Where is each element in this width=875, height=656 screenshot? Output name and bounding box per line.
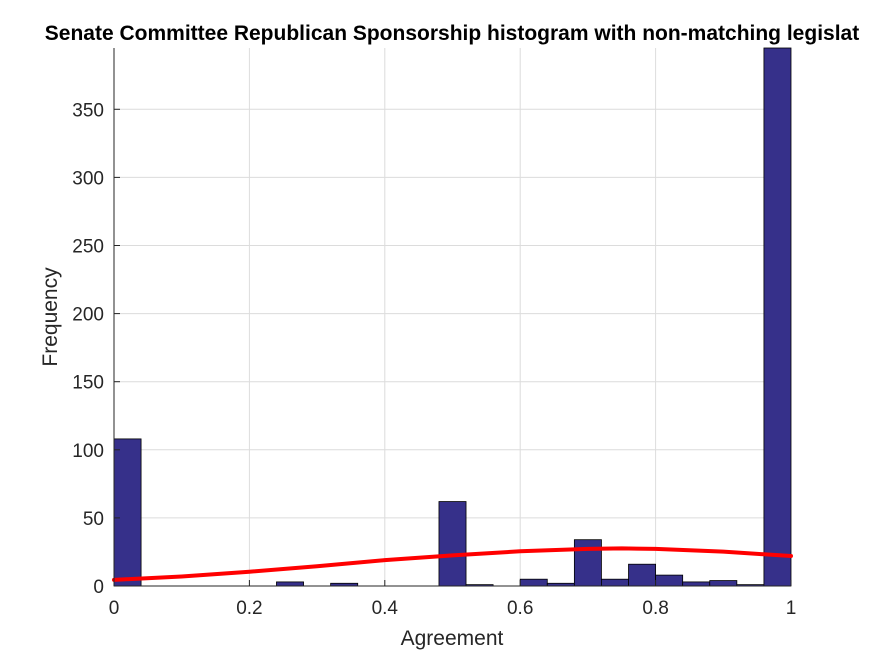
y-tick-label: 0 — [93, 577, 104, 598]
y-tick-label: 250 — [72, 236, 104, 257]
x-tick-label: 1 — [786, 598, 797, 619]
histogram-bar — [682, 581, 711, 587]
x-axis-label: Agreement — [401, 627, 504, 650]
histogram-bar — [573, 539, 602, 587]
x-tick-labels: 0 0.2 0.4 0.6 0.8 1 — [109, 598, 797, 619]
y-tick-labels: 0 50 100 150 200 250 300 350 — [72, 100, 104, 598]
histogram-bar — [276, 581, 304, 587]
chart-title: Senate Committee Republican Sponsorship … — [45, 22, 859, 45]
x-tick-label: 0.6 — [507, 598, 533, 619]
histogram-bar — [655, 574, 684, 587]
y-tick-label: 350 — [72, 100, 104, 121]
plot-area — [114, 48, 791, 586]
y-tick-label: 300 — [72, 168, 104, 189]
y-tick-label: 50 — [83, 509, 104, 530]
y-axis-label: Frequency — [39, 267, 62, 367]
histogram-bar — [628, 563, 657, 587]
x-tick-label: 0.2 — [236, 598, 262, 619]
x-tick-label: 0.8 — [642, 598, 668, 619]
y-tick-label: 150 — [72, 373, 104, 394]
fit-curve-layer — [112, 546, 793, 582]
x-tick-label: 0 — [109, 598, 120, 619]
histogram-bar — [113, 438, 142, 587]
axes — [113, 48, 792, 587]
histogram-bar — [763, 47, 792, 587]
histogram-bar — [709, 580, 738, 587]
y-tick-label: 100 — [72, 441, 104, 462]
histogram-bar — [601, 578, 629, 587]
y-tick-label: 200 — [72, 305, 104, 326]
fit-curve — [112, 546, 793, 582]
grid-lines — [114, 48, 791, 586]
histogram-bar — [438, 501, 467, 587]
x-tick-label: 0.4 — [372, 598, 399, 619]
histogram-bar — [519, 578, 548, 587]
